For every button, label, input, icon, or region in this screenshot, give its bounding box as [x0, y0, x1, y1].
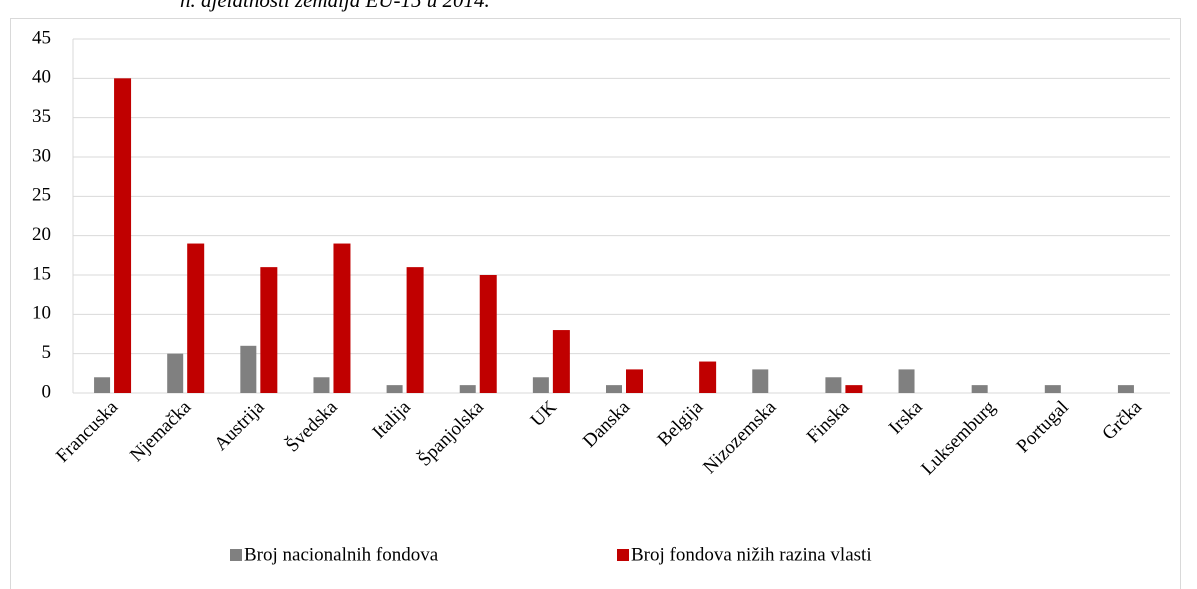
y-tick-label: 25 — [32, 185, 51, 206]
bar — [532, 377, 549, 393]
x-tick-label: Italija — [369, 396, 416, 443]
bar — [94, 377, 111, 393]
bar — [240, 345, 257, 393]
x-tick-label: Švedska — [281, 396, 342, 457]
y-tick-label: 40 — [32, 67, 51, 88]
y-tick-label: 30 — [32, 145, 51, 166]
y-tick-label: 35 — [32, 106, 51, 127]
bar — [313, 377, 330, 393]
bar — [459, 385, 476, 393]
x-tick-label: Grčka — [1098, 396, 1146, 444]
chart-border — [10, 18, 1181, 589]
x-tick-label: Luksemburg — [917, 396, 1000, 479]
y-tick-label: 0 — [42, 381, 52, 402]
bar — [167, 353, 184, 393]
bar — [386, 385, 403, 393]
bar — [1117, 385, 1134, 393]
x-tick-label: UK — [527, 397, 561, 431]
x-tick-label: Španjolska — [413, 396, 488, 471]
bar — [825, 377, 842, 393]
y-tick-label: 5 — [42, 342, 52, 363]
legend-swatch — [617, 549, 629, 561]
y-tick-label: 45 — [32, 27, 51, 48]
legend-swatch — [230, 549, 242, 561]
bar — [479, 275, 497, 393]
x-tick-label: Finska — [803, 396, 854, 447]
bar — [971, 385, 988, 393]
x-tick-label: Portugal — [1013, 397, 1073, 457]
bar — [606, 385, 622, 393]
bar — [845, 385, 863, 393]
bar — [699, 361, 717, 393]
legend-label: Broj fondova nižih razina vlasti — [631, 544, 872, 565]
bar — [752, 369, 769, 393]
bar — [552, 330, 570, 393]
x-tick-label: Irska — [885, 396, 927, 438]
legend-label: Broj nacionalnih fondova — [244, 544, 439, 565]
bar — [406, 267, 424, 393]
y-tick-label: 20 — [32, 224, 51, 245]
bar — [260, 267, 278, 393]
bar — [114, 78, 132, 393]
y-tick-label: 15 — [32, 263, 51, 284]
x-tick-label: Nizozemska — [699, 396, 781, 478]
x-tick-label: Njemačka — [126, 396, 196, 466]
y-tick-label: 10 — [32, 303, 51, 324]
x-tick-label: Danska — [579, 396, 635, 452]
bar — [898, 369, 915, 393]
x-tick-label: Francuska — [52, 396, 122, 466]
bar — [626, 369, 643, 393]
chart-title: n. djelatnosti zemalja EU-15 u 2014. — [180, 0, 490, 12]
bar — [187, 243, 205, 393]
bar — [1044, 385, 1061, 393]
x-tick-label: Belgija — [654, 396, 708, 450]
x-tick-label: Austrija — [210, 396, 269, 455]
bar — [333, 243, 351, 393]
